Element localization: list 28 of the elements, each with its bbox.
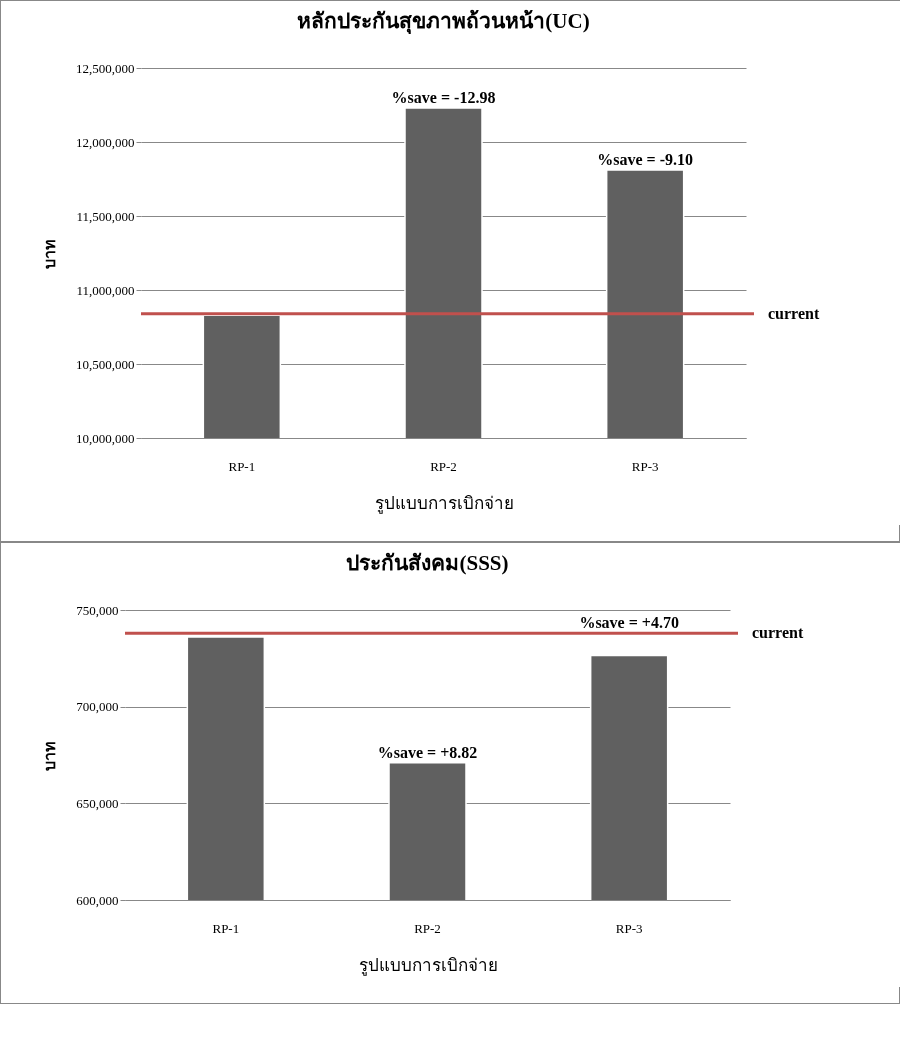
y-tick-label: 11,500,000 bbox=[76, 208, 135, 224]
x-tick-label: RP-1 bbox=[212, 920, 240, 936]
chart-title: หลักประกันสุขภาพถ้วนหน้า(UC) bbox=[297, 9, 590, 35]
y-axis-title: บาท bbox=[41, 740, 59, 771]
x-tick-label: RP-2 bbox=[430, 458, 457, 474]
ref-line-label: current bbox=[752, 624, 804, 642]
ref-line-label: current bbox=[768, 304, 820, 322]
annotation: %save = -12.98 bbox=[391, 88, 496, 106]
x-tick-label: RP-3 bbox=[615, 920, 643, 936]
x-axis-title: รูปแบบการเบิกจ่าย bbox=[358, 955, 498, 976]
annotation: %save = +4.70 bbox=[579, 614, 679, 632]
annotation: %save = -9.10 bbox=[597, 151, 694, 169]
y-tick-label: 12,500,000 bbox=[76, 60, 135, 76]
x-axis-title: รูปแบบการเบิกจ่าย bbox=[374, 493, 514, 514]
x-tick-label: RP-2 bbox=[414, 920, 441, 936]
annotation: %save = +8.82 bbox=[377, 743, 478, 761]
x-tick-label: RP-1 bbox=[228, 458, 256, 474]
y-tick-label: 10,500,000 bbox=[76, 356, 135, 372]
y-tick-label: 750,000 bbox=[76, 602, 119, 618]
y-tick-label: 700,000 bbox=[76, 699, 119, 715]
y-axis-title: บาท bbox=[41, 238, 58, 269]
y-tick-label: 650,000 bbox=[76, 795, 119, 811]
x-tick-label: RP-3 bbox=[631, 458, 659, 474]
y-tick-label: 600,000 bbox=[76, 892, 119, 908]
y-tick-label: 11,000,000 bbox=[76, 282, 135, 298]
chart-title: ประกันสังคม(SSS) bbox=[346, 551, 509, 575]
y-tick-label: 10,000,000 bbox=[76, 430, 135, 446]
y-tick-label: 12,000,000 bbox=[76, 134, 135, 150]
